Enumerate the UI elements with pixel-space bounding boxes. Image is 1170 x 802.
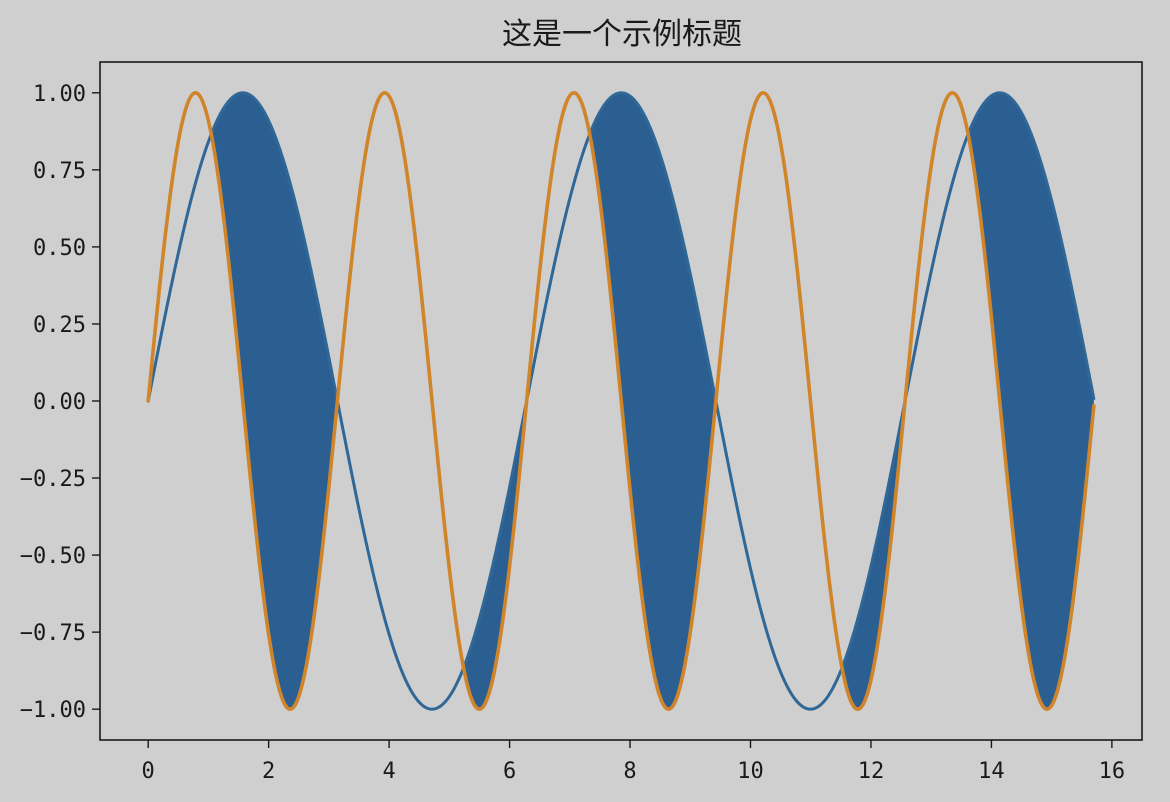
chart-title: 这是一个示例标题 bbox=[502, 17, 742, 52]
y-tick-label: −0.25 bbox=[20, 467, 86, 492]
x-tick-label: 16 bbox=[1099, 759, 1126, 784]
fill-region-2 bbox=[590, 92, 716, 710]
x-tick-label: 14 bbox=[978, 759, 1005, 784]
x-tick-label: 12 bbox=[858, 759, 885, 784]
series-lines bbox=[146, 91, 1096, 711]
fill-between-area bbox=[212, 92, 1094, 710]
y-axis-ticks: 1.00 0.75 0.50 0.25 0.00 −0.25 −0.50 −0.75 −1.00 bbox=[20, 82, 100, 723]
x-tick-label: 2 bbox=[262, 759, 275, 784]
y-tick-label: 0.75 bbox=[33, 159, 86, 184]
y-tick-label: 1.00 bbox=[33, 82, 86, 107]
y-tick-label: −0.75 bbox=[20, 621, 86, 646]
fill-region-0 bbox=[212, 92, 338, 710]
y-tick-label: −1.00 bbox=[20, 698, 86, 723]
fill-region-4 bbox=[968, 92, 1094, 710]
y-tick-label: −0.50 bbox=[20, 544, 86, 569]
series-line-0 bbox=[146, 91, 1096, 711]
x-tick-label: 8 bbox=[623, 759, 636, 784]
y-tick-label: 0.25 bbox=[33, 313, 86, 338]
x-tick-label: 0 bbox=[142, 759, 155, 784]
x-axis-ticks: 0 2 4 6 8 10 12 14 16 bbox=[142, 740, 1126, 784]
series-line-1 bbox=[146, 91, 1096, 711]
x-tick-label: 4 bbox=[382, 759, 395, 784]
x-tick-label: 10 bbox=[737, 759, 764, 784]
y-tick-label: 0.50 bbox=[33, 236, 86, 261]
y-tick-label: 0.00 bbox=[33, 390, 86, 415]
x-tick-label: 6 bbox=[503, 759, 516, 784]
